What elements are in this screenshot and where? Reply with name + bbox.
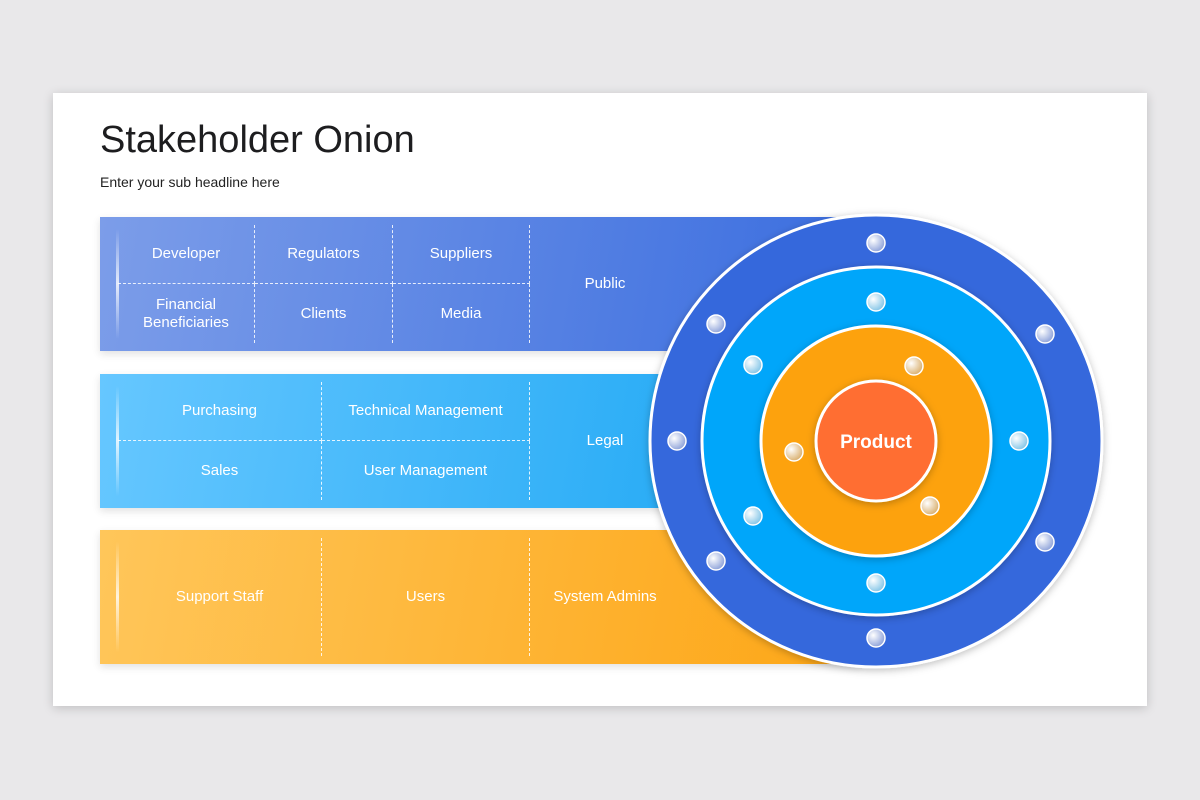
ring-dot: [1035, 532, 1055, 552]
ring-dot: [920, 496, 940, 516]
slide: Stakeholder Onion Enter your sub headlin…: [53, 93, 1147, 706]
cell-legal: Legal: [586, 432, 624, 449]
band-outer: Developer Regulators Suppliers Financial…: [100, 217, 860, 351]
cell-technical-management: Technical Management: [322, 382, 530, 441]
ring-dot: [866, 573, 886, 593]
subtitle: Enter your sub headline here: [100, 174, 280, 190]
cell-system-admins: System Admins: [553, 588, 657, 605]
cell-user-management: User Management: [322, 441, 530, 500]
cell-media: Media: [393, 284, 530, 343]
cell-clients: Clients: [255, 284, 393, 343]
ring-dot: [866, 233, 886, 253]
core-label: Product: [840, 432, 912, 453]
ring-dot: [866, 628, 886, 648]
ring-dot: [743, 355, 763, 375]
cell-sales: Sales: [118, 441, 322, 500]
ring-dot: [743, 506, 763, 526]
band-accent: [116, 229, 119, 339]
ring-dot: [784, 442, 804, 462]
band-accent: [116, 386, 119, 496]
cell-purchasing: Purchasing: [118, 382, 322, 441]
page-title: Stakeholder Onion: [100, 119, 415, 161]
onion-diagram: Product: [648, 213, 1104, 669]
cell-users: Users: [322, 538, 530, 656]
cell-developer: Developer: [118, 225, 255, 284]
cell-financial-beneficiaries: Financial Beneficiaries: [118, 284, 255, 343]
cell-support-staff: Support Staff: [118, 538, 322, 656]
ring-dot: [1009, 431, 1029, 451]
ring-dot: [866, 292, 886, 312]
ring-dot: [706, 314, 726, 334]
cell-public: Public: [584, 275, 626, 292]
cell-suppliers: Suppliers: [393, 225, 530, 284]
core-circle: [814, 379, 938, 503]
cell-regulators: Regulators: [255, 225, 393, 284]
ring-dot: [1035, 324, 1055, 344]
ring-dot: [904, 356, 924, 376]
ring-dot: [667, 431, 687, 451]
ring-dot: [706, 551, 726, 571]
band-accent: [116, 542, 119, 652]
